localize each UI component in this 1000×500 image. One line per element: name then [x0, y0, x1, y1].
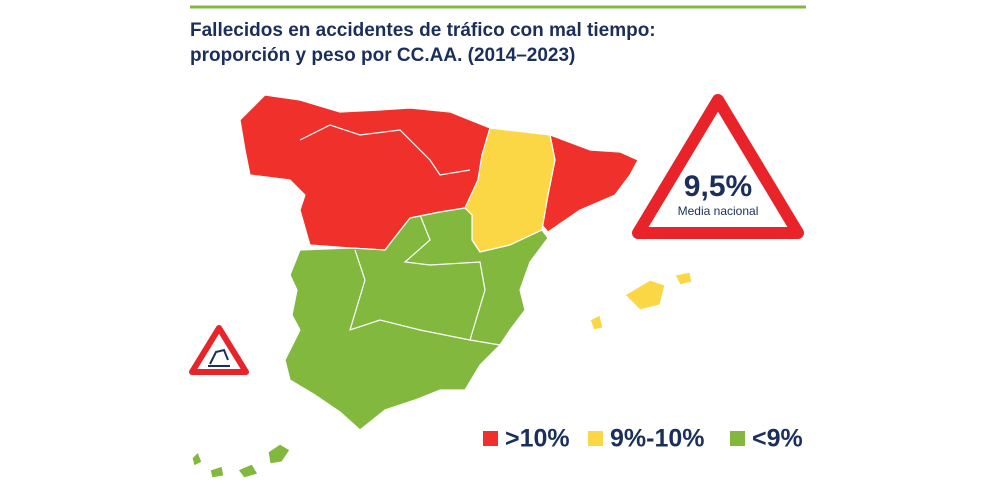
region-canary	[191, 451, 203, 467]
legend-label: 9%-10%	[610, 425, 705, 453]
warning-sign-small	[189, 325, 249, 375]
title-line: Fallecidos en accidentes de tráfico con …	[190, 20, 656, 41]
region-balearic	[624, 279, 666, 311]
region-catalonia	[541, 134, 639, 233]
region-balearic	[674, 271, 693, 286]
legend-label: >10%	[505, 425, 570, 453]
national-average-badge: 9,5% Media nacional	[632, 94, 804, 239]
legend-label: <9%	[752, 425, 803, 453]
region-canary	[237, 463, 259, 479]
legend-swatch	[730, 431, 745, 446]
region-balearic	[589, 314, 604, 331]
legend: >10% 9%-10% <9%	[483, 425, 803, 453]
region-canary	[267, 443, 291, 465]
region-canary	[209, 465, 225, 479]
region-border	[299, 124, 471, 176]
badge-value: 9,5%	[684, 170, 752, 203]
legend-swatch	[588, 431, 603, 446]
legend-swatch	[483, 431, 498, 446]
map	[191, 94, 693, 479]
title-line: proporción y peso por CC.AA. (2014–2023)	[190, 45, 575, 66]
badge-label: Media nacional	[678, 204, 759, 218]
region-south	[284, 207, 549, 431]
region-border	[403, 214, 486, 341]
